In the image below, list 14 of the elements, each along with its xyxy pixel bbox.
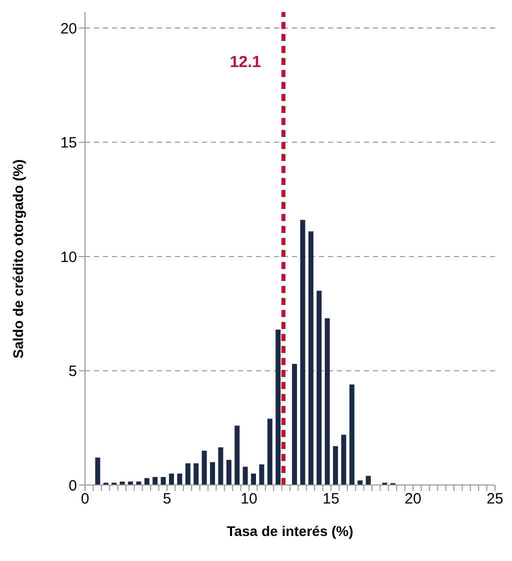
x-tick-label: 15 — [322, 490, 340, 508]
y-tick-label: 15 — [60, 134, 77, 152]
y-tick-label: 10 — [60, 248, 77, 266]
x-tick-label: 25 — [486, 490, 504, 508]
x-tick-label: 0 — [80, 490, 90, 508]
x-tick-label: 5 — [162, 490, 172, 508]
x-tick-label: 10 — [240, 490, 258, 508]
x-tick-label: 20 — [404, 490, 422, 508]
y-tick-label: 5 — [68, 363, 77, 380]
ref-line-label: 12.1 — [230, 54, 262, 71]
x-axis-title: Tasa de interés (%) — [226, 523, 354, 539]
y-tick-label: 20 — [60, 20, 77, 38]
y-tick-label: 0 — [68, 477, 77, 494]
y-axis-title: Saldo de crédito otorgado (%) — [10, 159, 26, 358]
